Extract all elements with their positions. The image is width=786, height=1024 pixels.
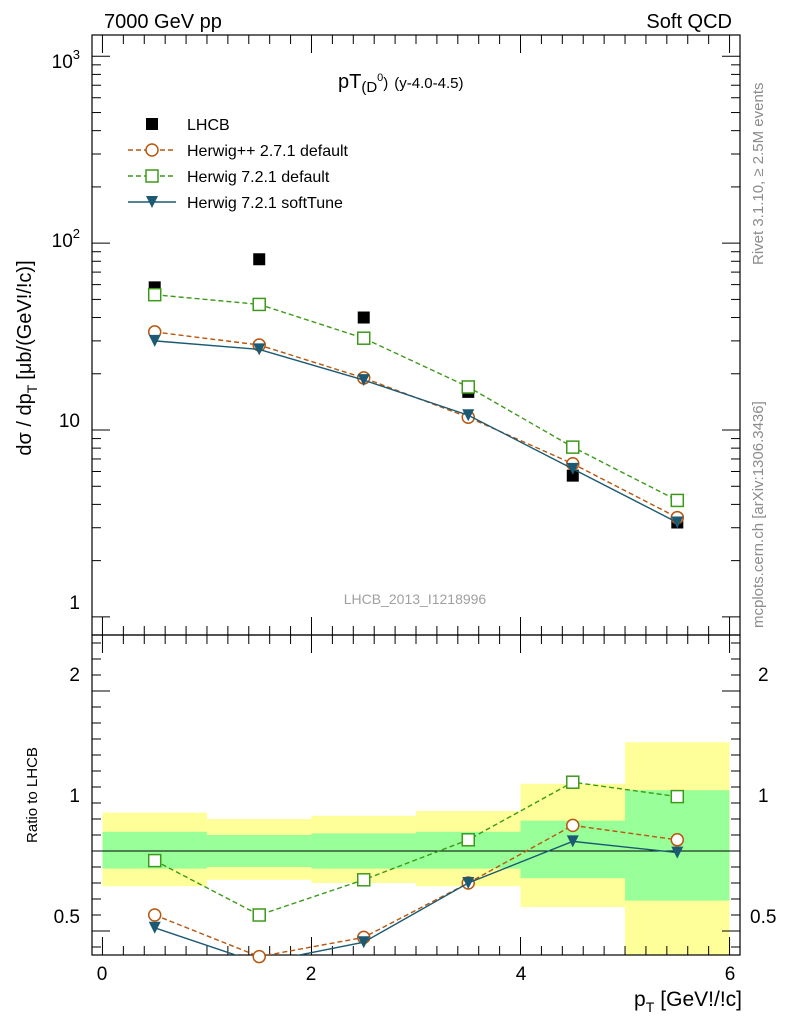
ratio-point-herwig-7-2-1-softtune-3 bbox=[462, 877, 475, 889]
ratio-x-axis-label-sub: T bbox=[646, 999, 655, 1015]
main-y-tick-labels: 1 10 102 103 bbox=[52, 47, 80, 614]
legend-marker-lhcb bbox=[146, 118, 158, 130]
main-point-herwig-7-2-1-default-2 bbox=[356, 331, 371, 345]
main-y-tick-label-1000-exp: 3 bbox=[73, 47, 80, 62]
main-y-axis-label: dσ / dpT [μb/(GeV!/!c)] bbox=[14, 260, 40, 455]
main-point-herwig-7-2-1-default-4 bbox=[566, 440, 580, 454]
main-y-tick-label-100: 102 bbox=[52, 226, 80, 252]
main-y-axis-label-sub: T bbox=[24, 384, 40, 393]
ratio-point-herwig-7-2-1-default-4 bbox=[566, 775, 580, 789]
main-y-tick-label-1: 1 bbox=[69, 593, 80, 614]
ratio-point-herwig-2-7-1-default-1 bbox=[252, 949, 266, 964]
main-y-axis-label-main: dσ / dp bbox=[14, 393, 36, 455]
main-line-herwig-7-2-1-softtune bbox=[154, 340, 678, 524]
ratio-point-herwig-7-2-1-softtune-0 bbox=[148, 921, 161, 934]
ratio-point-herwig-7-2-1-default-0 bbox=[147, 853, 162, 868]
ratio-series-group bbox=[147, 775, 685, 964]
ratio-x-axis-label-units: [GeV!/!c] bbox=[660, 988, 742, 1011]
main-point-herwig-7-2-1-softtune-3 bbox=[462, 409, 475, 422]
ratio-x-tick-labels: 0 2 4 6 bbox=[97, 964, 736, 985]
main-axis-ticks bbox=[92, 35, 740, 635]
main-point-herwig-7-2-1-default-1 bbox=[252, 297, 266, 312]
ratio-point-herwig-7-2-1-default-2 bbox=[356, 873, 371, 887]
main-point-herwig-7-2-1-softtune-0 bbox=[148, 334, 161, 347]
main-point-herwig-7-2-1-softtune-2 bbox=[357, 374, 370, 387]
legend-label-herwig-2-7-1-default: Herwig++ 2.7.1 default bbox=[187, 143, 349, 160]
ratio-y-tick-label-05-left: 0.5 bbox=[54, 907, 80, 928]
ratio-point-herwig-7-2-1-softtune-4 bbox=[566, 835, 579, 848]
legend-label-herwig-7-2-1-softtune: Herwig 7.2.1 softTune bbox=[187, 195, 343, 212]
ratio-x-tick-label-0: 0 bbox=[97, 964, 108, 985]
ratio-x-tick-label-4: 4 bbox=[516, 964, 527, 985]
ratio-y-tick-label-2-right: 2 bbox=[758, 665, 769, 686]
chart-title-suffix: (y-4.0-4.5) bbox=[394, 75, 463, 92]
main-point-herwig-7-2-1-softtune-5 bbox=[671, 516, 684, 529]
ratio-y-tick-label-2-left: 2 bbox=[69, 665, 80, 686]
chart-title-main: pT bbox=[338, 71, 361, 93]
rivet-version-label: Rivet 3.1.10, ≥ 2.5M events bbox=[750, 83, 767, 266]
ratio-line-herwig-7-2-1-default bbox=[154, 781, 678, 916]
ratio-point-herwig-2-7-1-default-0 bbox=[147, 908, 162, 922]
legend-label-herwig-7-2-1-default: Herwig 7.2.1 default bbox=[187, 169, 330, 186]
ratio-point-herwig-7-2-1-default-1 bbox=[252, 908, 266, 922]
ratio-point-herwig-7-2-1-softtune-5 bbox=[671, 846, 684, 859]
header-energy-label: 7000 GeV pp bbox=[104, 11, 222, 33]
legend-marker-herwig-7-2-1-softtune bbox=[146, 196, 158, 208]
main-y-tick-label-10: 10 bbox=[59, 411, 80, 432]
ratio-point-herwig-2-7-1-default-4 bbox=[566, 818, 580, 833]
ratio-y-tick-label-1-left: 1 bbox=[69, 786, 80, 807]
ratio-y-tick-labels-left: 0.5 1 2 bbox=[54, 665, 80, 928]
legend-marker-herwig-7-2-1-default bbox=[145, 169, 159, 183]
ratio-axis-ticks bbox=[92, 635, 740, 955]
main-y-tick-label-100-base: 10 bbox=[52, 231, 73, 252]
legend-marker-herwig-2-7-1-default bbox=[145, 143, 159, 157]
main-point-herwig-7-2-1-default-5 bbox=[670, 493, 685, 508]
chart-title-paren-open: (D bbox=[361, 79, 377, 96]
main-y-tick-label-1000-base: 10 bbox=[52, 52, 73, 73]
main-point-herwig-7-2-1-softtune-4 bbox=[566, 462, 579, 475]
ratio-point-herwig-7-2-1-softtune-2 bbox=[357, 936, 370, 949]
main-point-lhcb-1 bbox=[253, 253, 266, 266]
main-point-lhcb-4 bbox=[566, 469, 579, 482]
ratio-y-tick-label-1-right: 1 bbox=[758, 786, 769, 807]
ratio-x-axis-label: pT [GeV!/!c] bbox=[634, 988, 742, 1015]
chart-title: pT(D0) (y-4.0-4.5) bbox=[338, 71, 463, 96]
legend-label-lhcb: LHCB bbox=[187, 117, 230, 134]
ratio-x-axis-label-main: p bbox=[634, 988, 646, 1011]
ratio-point-herwig-2-7-1-default-5 bbox=[670, 833, 685, 847]
ratio-line-herwig-2-7-1-default bbox=[154, 824, 678, 955]
ratio-line-herwig-7-2-1-softtune bbox=[154, 840, 678, 955]
ratio-point-herwig-7-2-1-default-3 bbox=[461, 833, 476, 847]
ratio-y-tick-labels-right: 0.5 1 2 bbox=[750, 665, 776, 928]
ratio-y-axis-label: Ratio to LHCB bbox=[24, 747, 41, 843]
mcplots-reference-label: mcplots.cern.ch [arXiv:1306.3436] bbox=[750, 401, 767, 628]
analysis-watermark: LHCB_2013_I1218996 bbox=[344, 591, 487, 607]
main-series-group bbox=[147, 253, 685, 529]
legend: LHCB Herwig++ 2.7.1 default Herwig 7.2.1 d… bbox=[128, 117, 349, 212]
main-y-axis-label-units: [μb/(GeV!/!c)] bbox=[14, 260, 36, 379]
ratio-y-tick-label-05-right: 0.5 bbox=[750, 907, 776, 928]
ratio-x-tick-label-6: 6 bbox=[725, 964, 736, 985]
main-y-tick-label-1000: 103 bbox=[52, 47, 80, 73]
main-point-lhcb-2 bbox=[357, 311, 370, 324]
header-category-label: Soft QCD bbox=[646, 11, 732, 33]
chart-title-sup: 0 bbox=[377, 72, 383, 84]
ratio-point-herwig-7-2-1-default-5 bbox=[670, 789, 685, 804]
main-line-herwig-2-7-1-default bbox=[154, 331, 678, 519]
chart-title-paren-close: ) bbox=[383, 75, 388, 92]
main-point-herwig-7-2-1-default-3 bbox=[461, 380, 476, 394]
main-point-herwig-7-2-1-default-0 bbox=[147, 287, 162, 302]
main-line-herwig-7-2-1-default bbox=[154, 293, 678, 502]
main-point-herwig-7-2-1-softtune-1 bbox=[253, 343, 266, 356]
main-y-tick-label-100-exp: 2 bbox=[73, 226, 80, 241]
ratio-x-tick-label-2: 2 bbox=[306, 964, 317, 985]
